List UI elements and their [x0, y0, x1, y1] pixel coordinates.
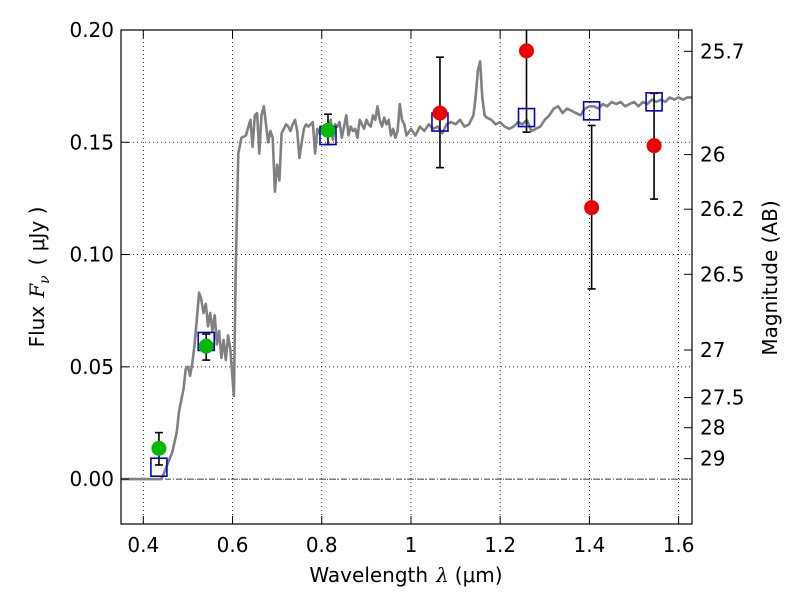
- y-tick-label: 0.00: [69, 467, 114, 491]
- y-tick-label: 0.20: [69, 18, 114, 42]
- y-axis-label: FluxFν( μJy ): [25, 207, 53, 348]
- plot-area: [121, 30, 692, 481]
- model-photometry-box: [150, 457, 168, 477]
- y-tick-label: 0.05: [69, 355, 114, 379]
- model-photometry-markers: [150, 92, 663, 477]
- magnitude-tick-label: 27: [700, 338, 725, 362]
- grid-lines: [121, 29, 692, 524]
- magnitude-tick-label: 27.5: [700, 386, 745, 410]
- x-axis-ticks: 0.4 0.6 0.8 1 1.2 1.4 1.6: [127, 30, 695, 557]
- model-spectrum-line: [121, 60, 692, 481]
- red-flux-point: [432, 105, 448, 121]
- magnitude-tick-label: 25.7: [700, 39, 745, 63]
- magnitude-tick-label: 26.2: [700, 197, 745, 221]
- magnitude-tick-label: 26.5: [700, 262, 745, 286]
- measured-flux-points: [151, 43, 662, 456]
- x-tick-label: 0.8: [306, 533, 338, 557]
- y-tick-label: 0.10: [69, 243, 114, 267]
- plot-frame: [120, 29, 693, 525]
- red-flux-point: [518, 43, 534, 59]
- magnitude-axis-ticks: 25.7 26 26.2 26.5 27 27.5 28 29: [684, 39, 745, 471]
- magnitude-tick-label: 29: [700, 447, 725, 471]
- model-photometry-box: [582, 101, 601, 121]
- x-tick-label: 0.4: [127, 533, 159, 557]
- y-tick-label: 0.15: [69, 130, 114, 154]
- model-photometry-box: [645, 92, 663, 112]
- x-axis-label: Wavelength λ (μm): [309, 563, 502, 587]
- magnitude-tick-label: 26: [700, 143, 725, 167]
- x-tick-label: 1.6: [663, 533, 695, 557]
- red-flux-point: [646, 138, 662, 154]
- model-photometry-box: [517, 107, 536, 128]
- magnitude-axis-label: Magnitude (AB): [758, 200, 782, 355]
- x-tick-label: 1: [405, 533, 418, 557]
- error-bars: [154, 30, 659, 466]
- red-flux-point: [584, 200, 600, 216]
- green-flux-point: [198, 338, 214, 354]
- green-flux-point: [320, 122, 336, 138]
- x-tick-label: 1.4: [573, 533, 605, 557]
- x-tick-label: 1.2: [484, 533, 516, 557]
- x-tick-label: 0.6: [217, 533, 249, 557]
- magnitude-tick-label: 28: [700, 416, 725, 440]
- y-axis-ticks: 0.00 0.05 0.10 0.15 0.20: [69, 18, 129, 491]
- green-flux-point: [151, 440, 167, 456]
